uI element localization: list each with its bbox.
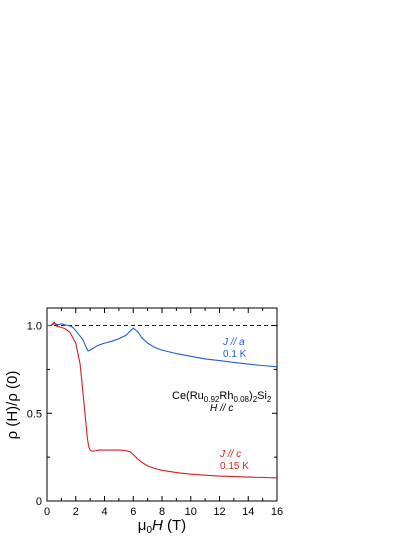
formula-sub: 0.08 xyxy=(233,395,249,404)
formula-sub: 2 xyxy=(267,395,272,404)
x-axis-title-unit: (T) xyxy=(163,517,186,534)
formula-part: Ce(Ru xyxy=(172,390,204,402)
x-tick-labels: 0 2 4 6 8 10 12 14 16 xyxy=(44,506,283,518)
x-axis-title-sub: 0 xyxy=(146,525,152,536)
x-axis-title-prefix: μ xyxy=(138,517,147,534)
x-tick-label: 8 xyxy=(159,506,165,518)
y-tick-label: 1.0 xyxy=(27,321,42,333)
series-line-blue xyxy=(47,323,278,368)
y-axis-title: ρ (H)/ρ (0) xyxy=(4,371,21,440)
x-tick-label: 4 xyxy=(101,506,107,518)
field-direction-label: H // c xyxy=(210,403,233,414)
formula-part: Si xyxy=(257,390,267,402)
series-lines xyxy=(47,321,278,479)
x-tick-label: 0 xyxy=(44,506,50,518)
x-tick-label: 10 xyxy=(185,506,197,518)
x-axis-title: μ0H (T) xyxy=(138,517,186,536)
y-tick-labels: 0 0.5 1.0 xyxy=(27,321,42,508)
axis-ticks xyxy=(46,308,278,502)
x-tick-label: 16 xyxy=(271,506,283,518)
formula-part: Rh xyxy=(219,390,233,402)
y-tick-label: 0 xyxy=(36,496,42,508)
formula-sub: 2 xyxy=(253,395,258,404)
blue-series-label-line1: J // a xyxy=(222,337,245,348)
x-tick-label: 12 xyxy=(213,506,225,518)
blue-series-label-line2: 0.1 K xyxy=(223,349,247,360)
y-tick-label: 0.5 xyxy=(27,408,42,420)
series-line-red xyxy=(47,321,278,479)
x-axis-title-var: H xyxy=(152,517,163,534)
formula-part: ) xyxy=(249,390,253,402)
red-series-label-line2: 0.15 K xyxy=(220,461,249,472)
formula-sub: 0.92 xyxy=(204,395,220,404)
x-tick-label: 6 xyxy=(130,506,136,518)
x-tick-label: 2 xyxy=(73,506,79,518)
x-tick-label: 14 xyxy=(242,506,254,518)
red-series-label-line1: J // c xyxy=(219,449,241,460)
compound-formula: Ce(Ru0.92Rh0.08)2Si2 xyxy=(172,390,272,404)
